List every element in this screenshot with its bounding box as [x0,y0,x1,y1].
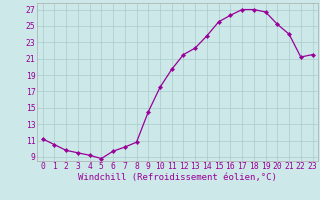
X-axis label: Windchill (Refroidissement éolien,°C): Windchill (Refroidissement éolien,°C) [78,173,277,182]
